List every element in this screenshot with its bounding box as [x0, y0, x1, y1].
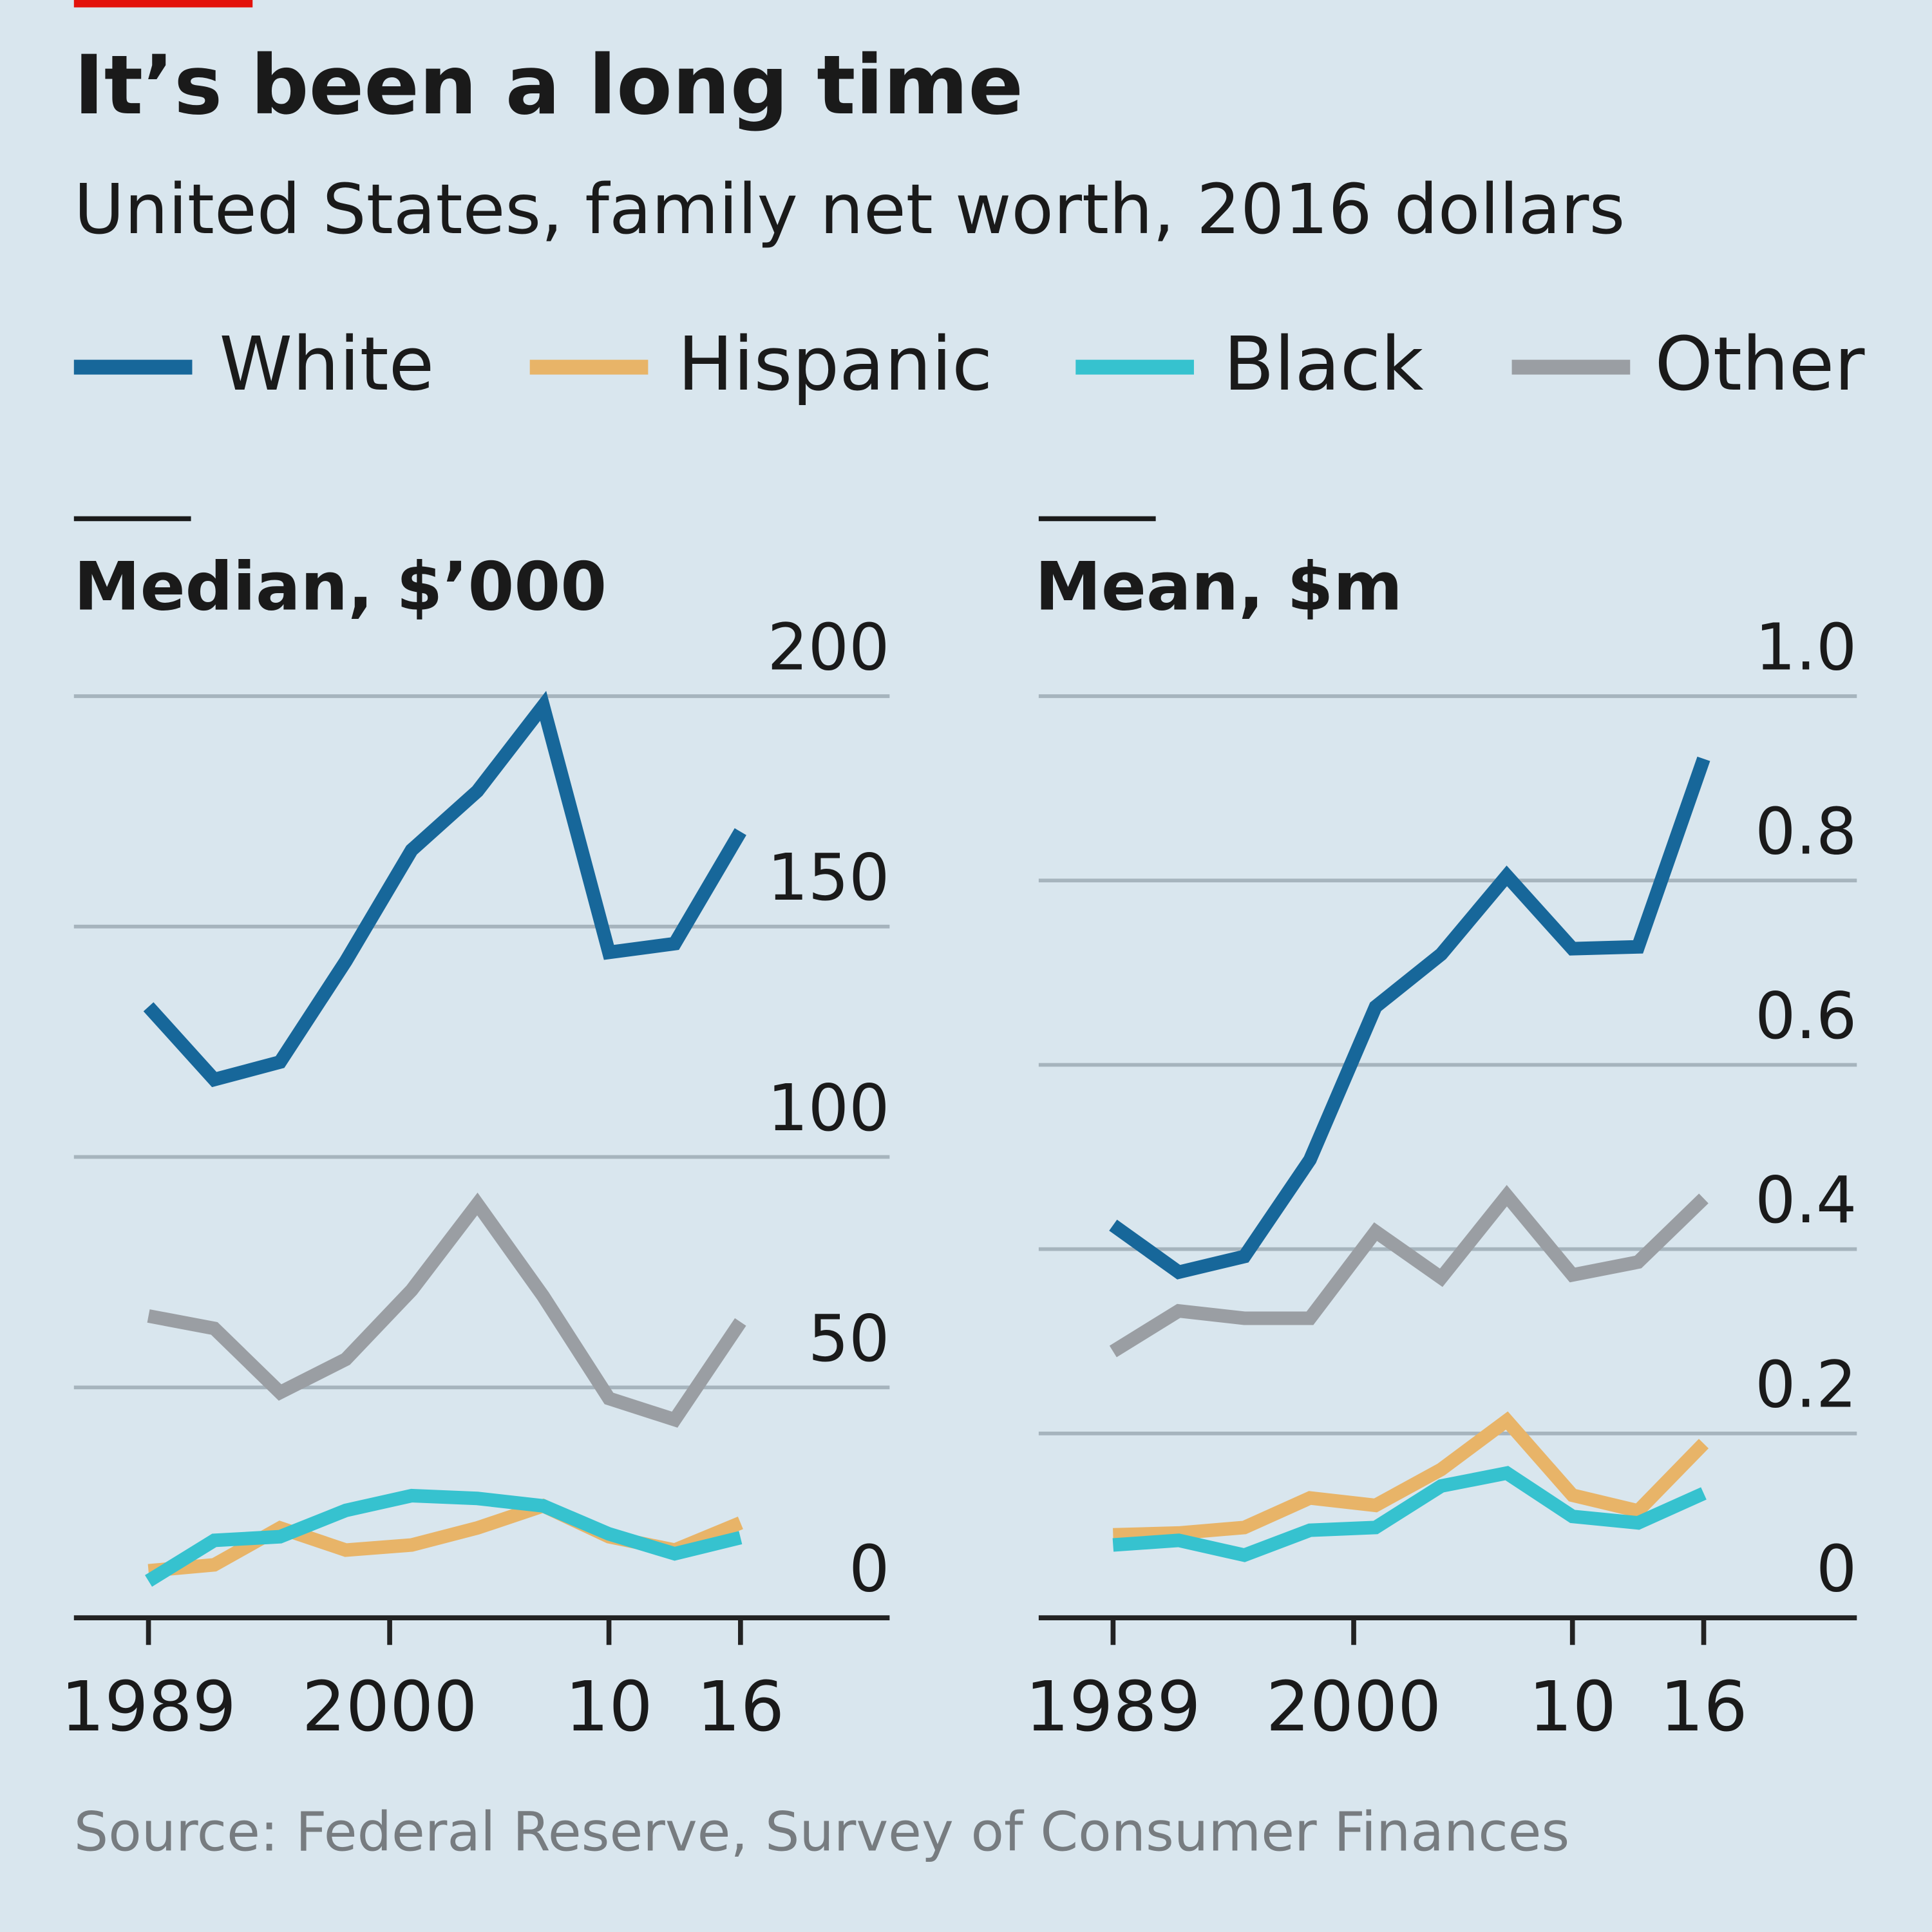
panel-title: Median, $’000	[74, 549, 607, 626]
y-tick-label: 0.6	[1755, 980, 1857, 1054]
y-tick-label: 150	[768, 841, 890, 915]
y-tick-label: 1.0	[1755, 611, 1857, 685]
x-tick-label: 2000	[302, 1667, 478, 1747]
x-tick-label: 16	[697, 1667, 784, 1747]
legend-label: Black	[1224, 321, 1424, 408]
y-tick-label: 0	[849, 1533, 889, 1607]
y-tick-label: 0.2	[1755, 1348, 1857, 1422]
panel-title: Mean, $m	[1035, 549, 1403, 626]
y-tick-label: 0	[1816, 1533, 1857, 1607]
series-line	[1109, 756, 1710, 1280]
red-tab	[73, 0, 253, 8]
chart-title: It’s been a long time	[74, 38, 1023, 133]
source: Source: Federal Reserve, Survey of Consu…	[74, 1801, 1569, 1864]
series-line	[145, 1488, 743, 1587]
y-tick-label: 0.8	[1755, 795, 1857, 869]
y-tick-label: 100	[768, 1072, 890, 1146]
series-line	[143, 690, 746, 1088]
x-tick-label: 2000	[1266, 1667, 1442, 1747]
y-tick-label: 200	[768, 611, 890, 685]
x-tick-label: 16	[1660, 1667, 1747, 1747]
x-tick-label: 10	[1529, 1667, 1616, 1747]
y-tick-label: 0.4	[1755, 1164, 1857, 1238]
series-line	[1109, 1184, 1709, 1358]
series-line	[1113, 1411, 1709, 1542]
x-tick-label: 10	[565, 1667, 652, 1747]
legend-label: White	[220, 321, 435, 408]
legend-label: Hispanic	[677, 321, 992, 408]
series-line	[1112, 1466, 1707, 1562]
series-line	[147, 1192, 746, 1428]
legend-label: Other	[1655, 321, 1866, 408]
subtitle: United States, family net worth, 2016 do…	[74, 170, 1625, 250]
x-tick-label: 1989	[61, 1667, 236, 1747]
x-tick-label: 1989	[1025, 1667, 1201, 1747]
y-tick-label: 50	[808, 1302, 890, 1376]
